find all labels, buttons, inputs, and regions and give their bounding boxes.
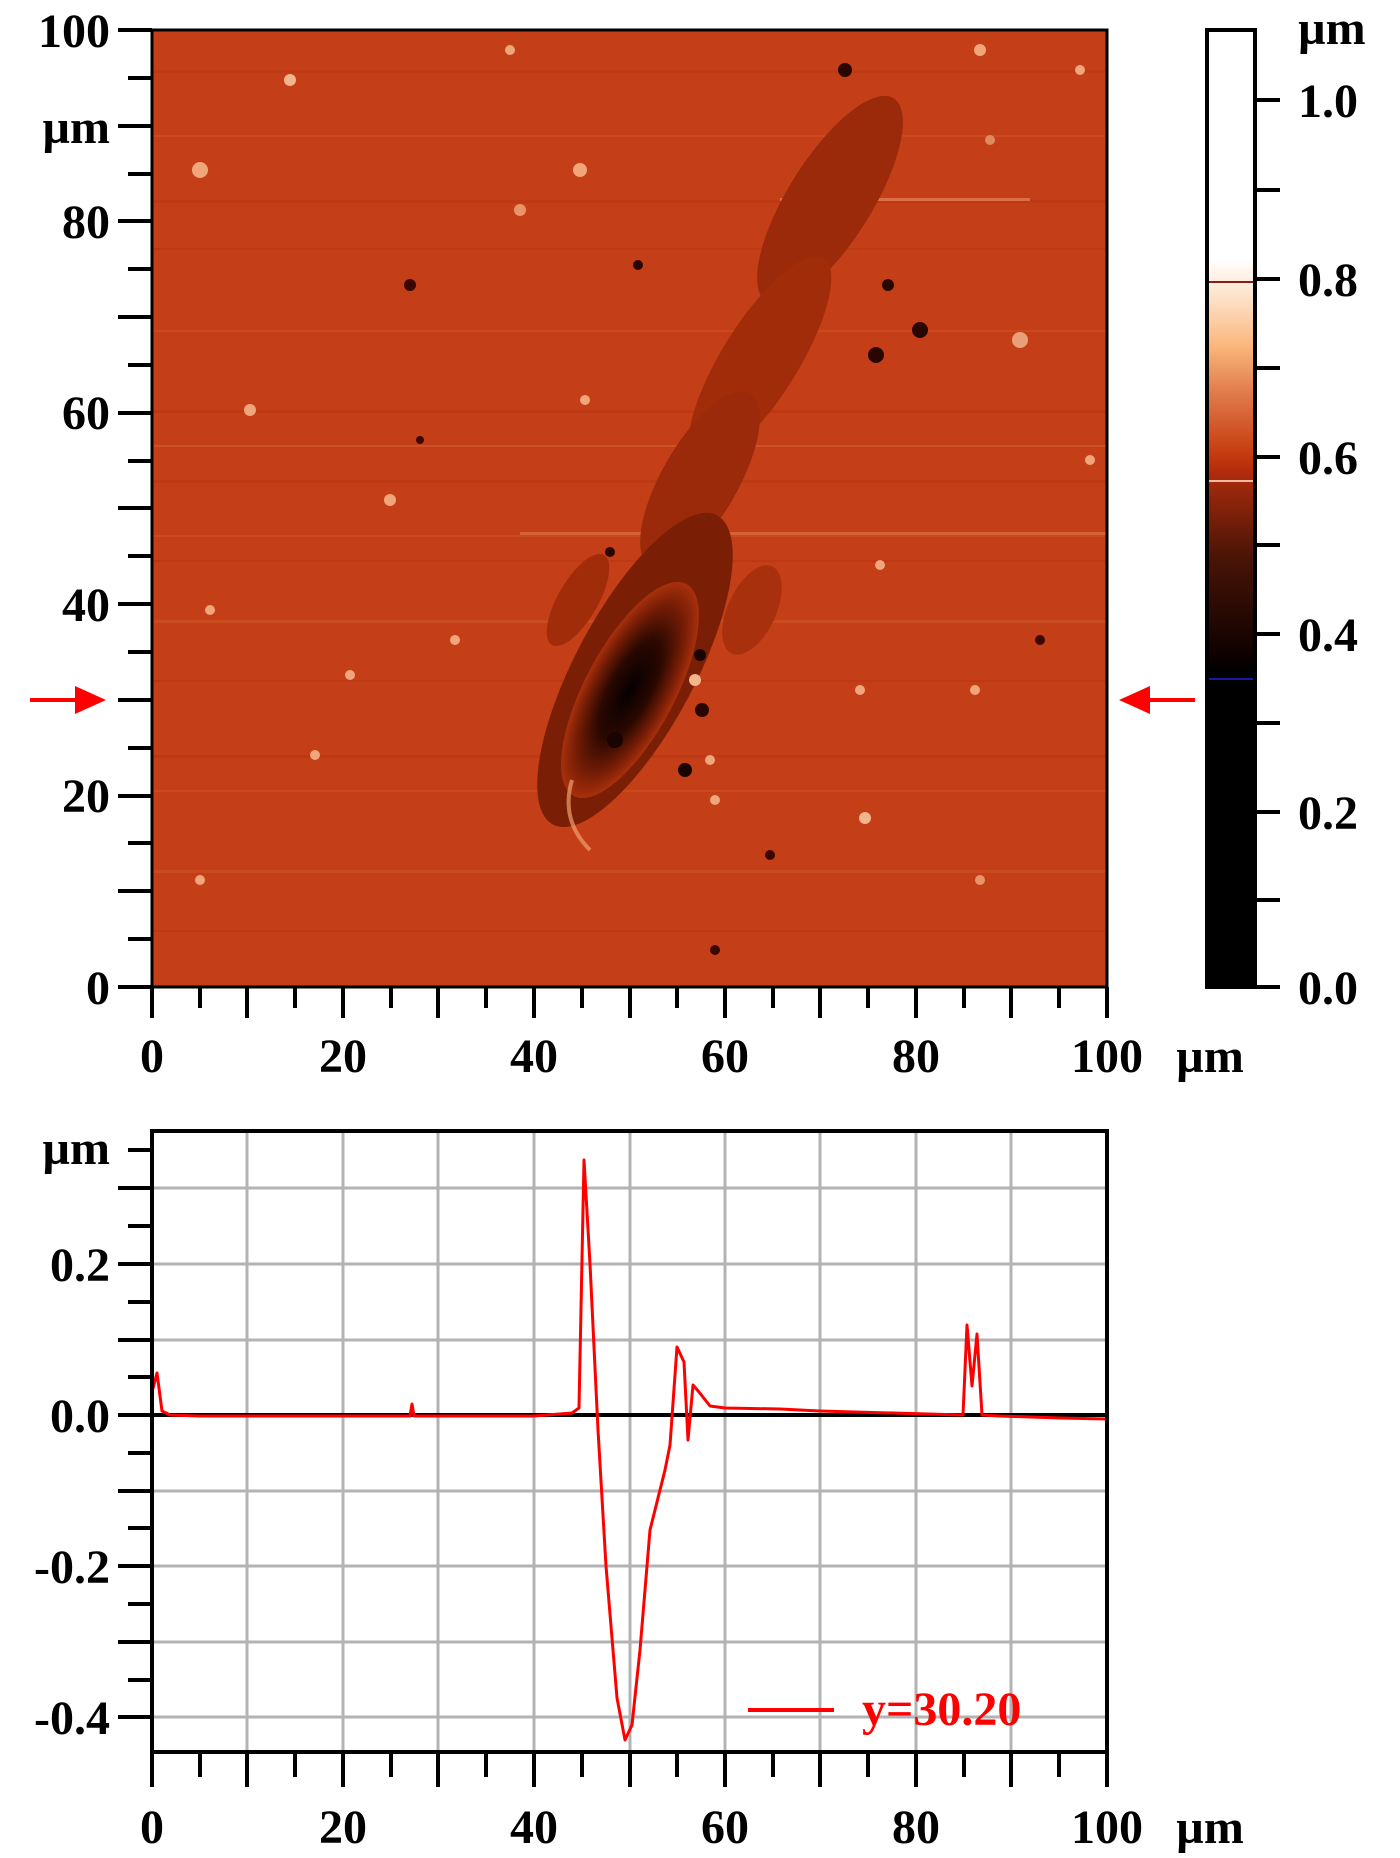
bottom-x-unit: µm: [1176, 1801, 1244, 1854]
top-y-axis: [118, 28, 152, 989]
bottom-y-tick-0.0: 0.0: [50, 1390, 110, 1443]
top-x-tick-20: 20: [319, 1030, 367, 1083]
top-y-tick-100: 100: [38, 5, 110, 58]
marker-arrow-left: [30, 686, 106, 714]
top-x-tick-60: 60: [701, 1030, 749, 1083]
grid: [152, 1131, 1107, 1752]
top-y-tick-40: 40: [62, 579, 110, 632]
colorbar-tick-0.2: 0.2: [1298, 787, 1358, 840]
bottom-y-axis: [118, 1148, 152, 1719]
profile-plot: y=30.20: [150, 1129, 1109, 1754]
colorbar-tick-1.0: 1.0: [1298, 75, 1358, 128]
bottom-x-axis: [150, 1752, 1109, 1787]
colorbar: [1205, 28, 1280, 989]
top-y-unit: µm: [42, 101, 110, 154]
legend-label: y=30.20: [862, 1683, 1021, 1736]
bottom-x-tick-0: 0: [140, 1801, 164, 1854]
bottom-y-tick-neg0.4: -0.4: [34, 1692, 110, 1745]
legend: y=30.20: [748, 1683, 1021, 1736]
bottom-y-tick-0.2: 0.2: [50, 1239, 110, 1292]
top-y-tick-80: 80: [62, 196, 110, 249]
bottom-x-tick-60: 60: [701, 1801, 749, 1854]
top-x-tick-100: 100: [1071, 1030, 1143, 1083]
top-y-tick-60: 60: [62, 387, 110, 440]
colorbar-unit: µm: [1298, 2, 1366, 55]
colorbar-tick-0.6: 0.6: [1298, 432, 1358, 485]
top-x-tick-80: 80: [892, 1030, 940, 1083]
top-x-tick-0: 0: [140, 1030, 164, 1083]
bottom-y-unit: µm: [42, 1122, 110, 1175]
top-x-unit: µm: [1176, 1030, 1244, 1083]
marker-arrow-right: [1119, 686, 1195, 714]
top-y-tick-20: 20: [62, 770, 110, 823]
bottom-x-tick-20: 20: [319, 1801, 367, 1854]
colorbar-tick-0.0: 0.0: [1298, 962, 1358, 1015]
bottom-x-tick-100: 100: [1071, 1801, 1143, 1854]
colorbar-tick-0.8: 0.8: [1298, 254, 1358, 307]
profile-line: [152, 1158, 1107, 1742]
afm-image: [152, 30, 1107, 987]
top-y-tick-0: 0: [86, 962, 110, 1015]
scratch-groove: [537, 95, 903, 852]
top-x-axis: [150, 987, 1109, 1018]
bottom-x-tick-40: 40: [510, 1801, 558, 1854]
debris-particles: [192, 44, 1095, 955]
colorbar-tick-0.4: 0.4: [1298, 609, 1358, 662]
top-x-tick-40: 40: [510, 1030, 558, 1083]
bottom-x-tick-80: 80: [892, 1801, 940, 1854]
bottom-y-tick-neg0.2: -0.2: [34, 1541, 110, 1594]
